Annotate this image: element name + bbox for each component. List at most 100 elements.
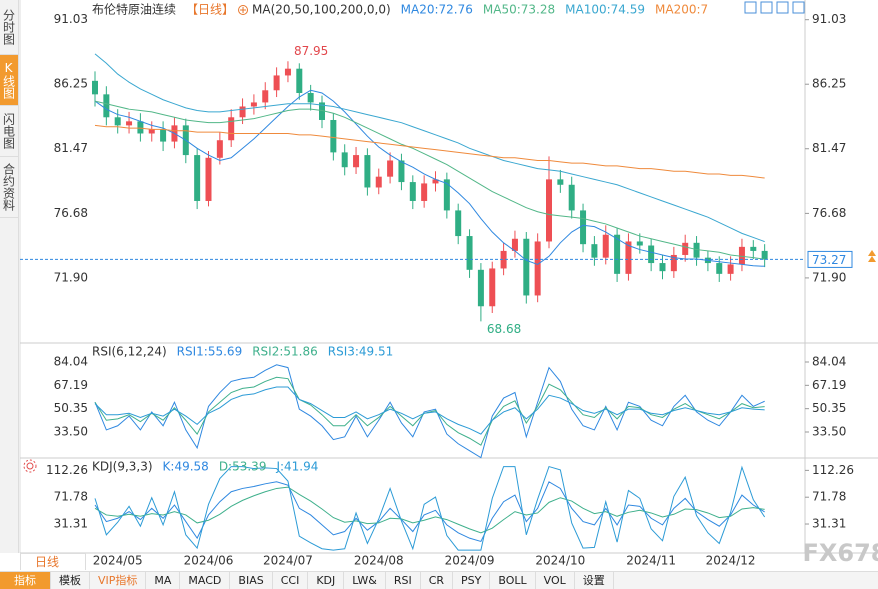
candle-body: [103, 94, 109, 117]
legend-entry: MA100:74.59: [565, 3, 645, 17]
button[interactable]: [793, 2, 804, 13]
min-label: 68.68: [487, 322, 521, 336]
candle-body: [353, 155, 359, 167]
candle-body: [467, 236, 473, 270]
candle-body: [716, 263, 722, 274]
candle-body: [421, 183, 427, 201]
candle-body: [546, 179, 552, 241]
toolbar-item[interactable]: VOL: [536, 572, 575, 589]
candle-body: [580, 210, 586, 244]
candle-body: [137, 121, 143, 133]
icon[interactable]: [24, 460, 36, 472]
candle-body: [591, 244, 597, 257]
y-tick-label: 71.78: [812, 490, 846, 504]
y-tick-label: 112.26: [812, 463, 854, 477]
candle-body: [364, 155, 370, 187]
candle-body: [149, 129, 155, 133]
y-tick-label: 67.19: [812, 378, 846, 392]
tab[interactable]: 分时图: [0, 0, 18, 55]
button[interactable]: [761, 2, 772, 13]
button[interactable]: [777, 2, 788, 13]
toolbar-item[interactable]: MACD: [180, 572, 230, 589]
tab[interactable]: 合约资料: [0, 157, 18, 218]
candle-body: [251, 102, 257, 106]
x-tick-label: 2024/12: [706, 554, 756, 568]
candle-body: [489, 268, 495, 306]
toolbar-item[interactable]: CCI: [273, 572, 309, 589]
legend-entry: RSI3:49.51: [328, 345, 394, 359]
y-tick-label: 67.19: [54, 378, 88, 392]
legend-entry: D:53.39: [219, 460, 267, 474]
toolbar-item[interactable]: KDJ: [308, 572, 344, 589]
x-tick-label: 2024/05: [93, 554, 143, 568]
chart-title: 布伦特原油连续: [92, 2, 176, 17]
candle-body: [308, 93, 314, 102]
candle-body: [523, 239, 529, 296]
period-selector[interactable]: 日线: [20, 553, 86, 570]
toolbar-item[interactable]: 设置: [575, 572, 614, 589]
sidebar: 分时图 K线图 闪电图 合约资料: [0, 0, 19, 553]
toolbar-item[interactable]: VIP指标: [90, 572, 146, 589]
y-tick-label: 81.47: [54, 141, 88, 155]
candle-body: [660, 263, 666, 271]
panel-title: RSI(6,12,24): [92, 345, 167, 359]
icon: [240, 7, 246, 13]
candle-body: [217, 140, 223, 158]
legend-entry: RSI2:51.86: [252, 345, 318, 359]
candle-body: [455, 210, 461, 236]
toolbar-item[interactable]: 指标: [0, 572, 51, 589]
toolbar-item[interactable]: LW&: [344, 572, 386, 589]
candle-body: [126, 121, 132, 125]
candle-body: [160, 129, 166, 141]
candle-body: [240, 106, 246, 117]
y-tick-label: 71.90: [812, 270, 846, 284]
legend-entry: J:41.94: [275, 460, 318, 474]
toolbar-item[interactable]: 模板: [51, 572, 90, 589]
x-tick-label: 2024/07: [263, 554, 313, 568]
toolbar-item[interactable]: MA: [146, 572, 180, 589]
tab[interactable]: K线图: [0, 55, 18, 106]
y-tick-label: 91.03: [54, 12, 88, 26]
candle-body: [296, 69, 302, 93]
tab[interactable]: 闪电图: [0, 106, 18, 157]
candle-body: [750, 247, 756, 251]
indicator-label: MA(20,50,100,200,0,0): [252, 3, 391, 17]
candle-body: [682, 243, 688, 255]
y-tick-label: 76.68: [54, 206, 88, 220]
last-price-label: 73.27: [812, 253, 846, 267]
candle-body: [92, 81, 98, 94]
settings-icon[interactable]: [24, 460, 36, 472]
line: [95, 377, 765, 445]
candle-body: [274, 75, 280, 90]
y-tick-label: 86.25: [812, 77, 846, 91]
period-label: 【日线】: [186, 3, 234, 17]
toolbar-item[interactable]: CR: [421, 572, 453, 589]
x-tick-label: 2024/11: [626, 554, 676, 568]
y-tick-label: 71.90: [54, 270, 88, 284]
icon[interactable]: [27, 463, 33, 469]
candle-body: [762, 251, 768, 260]
line: [95, 487, 765, 533]
max-label: 87.95: [294, 44, 328, 58]
y-tick-label: 91.03: [812, 12, 846, 26]
candle-body: [603, 235, 609, 258]
y-tick-label: 31.31: [812, 517, 846, 531]
toolbar-item[interactable]: BOLL: [490, 572, 535, 589]
toolbar-item[interactable]: RSI: [386, 572, 421, 589]
toolbar-item[interactable]: PSY: [453, 572, 490, 589]
y-tick-label: 84.04: [54, 354, 88, 368]
legend-entry: MA50:73.28: [483, 3, 555, 17]
y-tick-label: 33.50: [54, 425, 88, 439]
button[interactable]: [745, 2, 756, 13]
y-tick-label: 71.78: [54, 490, 88, 504]
candle-body: [728, 264, 734, 273]
toolbar-item[interactable]: BIAS: [230, 572, 272, 589]
scroll-arrow[interactable]: [868, 250, 876, 262]
x-tick-label: 2024/10: [535, 554, 585, 568]
window-buttons[interactable]: [745, 2, 804, 13]
candle-body: [330, 120, 336, 152]
candle-body: [285, 69, 291, 76]
candle-body: [535, 241, 541, 295]
